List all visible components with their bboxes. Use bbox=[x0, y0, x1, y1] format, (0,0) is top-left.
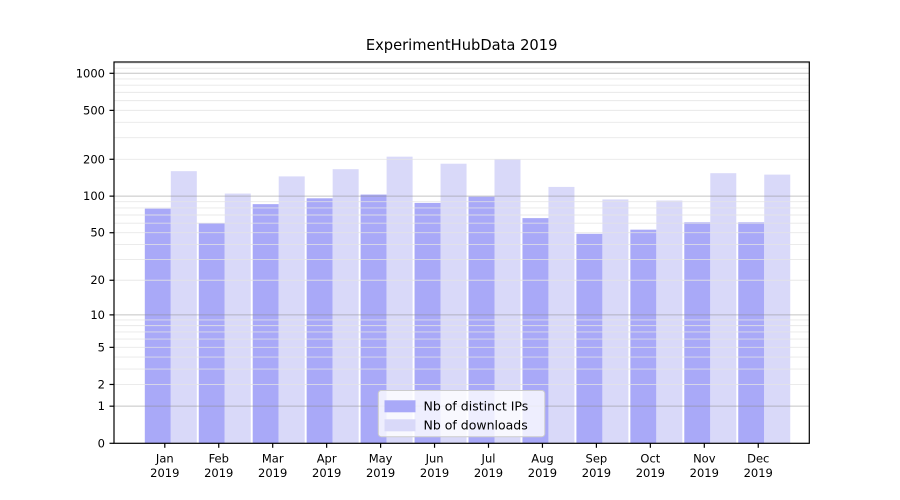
y-axis-tick-label: 20 bbox=[90, 273, 105, 287]
x-axis-tick-label-year: 2019 bbox=[312, 466, 341, 480]
bar-distinct-ips bbox=[198, 223, 225, 444]
x-axis-tick-label-year: 2019 bbox=[150, 466, 179, 480]
legend: Nb of distinct IPs Nb of downloads bbox=[377, 390, 546, 438]
y-axis-tick-label: 50 bbox=[90, 226, 105, 240]
y-axis-tick-label: 100 bbox=[83, 189, 105, 203]
x-axis-tick-label-month: Jun bbox=[425, 451, 444, 465]
x-axis-tick-label-year: 2019 bbox=[744, 466, 773, 480]
x-axis-tick-label-year: 2019 bbox=[636, 466, 665, 480]
bar-distinct-ips bbox=[252, 204, 279, 444]
x-axis-tick-label-month: Mar bbox=[262, 451, 284, 465]
legend-swatch-distinct-ips bbox=[384, 400, 416, 413]
bar-distinct-ips bbox=[306, 198, 333, 444]
x-axis-tick-label-year: 2019 bbox=[528, 466, 557, 480]
y-axis-tick-label: 10 bbox=[90, 308, 105, 322]
x-axis-tick-label-month: Jul bbox=[481, 451, 496, 465]
bar-distinct-ips bbox=[630, 229, 657, 444]
plot-border bbox=[113, 61, 810, 444]
legend-label-distinct-ips: Nb of distinct IPs bbox=[424, 399, 529, 414]
bar-distinct-ips bbox=[576, 233, 603, 444]
x-axis-tick-label-year: 2019 bbox=[204, 466, 233, 480]
bar-downloads bbox=[170, 171, 197, 444]
y-axis-tick-label: 200 bbox=[83, 152, 105, 166]
legend-label-downloads: Nb of downloads bbox=[424, 418, 528, 433]
bar-downloads bbox=[764, 174, 791, 444]
legend-box bbox=[377, 390, 546, 438]
x-axis-tick-label-year: 2019 bbox=[582, 466, 611, 480]
x-axis-tick-label-month: Feb bbox=[209, 451, 229, 465]
x-axis-tick-label-month: Nov bbox=[693, 451, 716, 465]
bar-downloads bbox=[332, 169, 359, 444]
x-axis-tick-label-month: Dec bbox=[747, 451, 769, 465]
bar-downloads bbox=[278, 176, 305, 444]
x-axis-tick-label-year: 2019 bbox=[690, 466, 719, 480]
x-axis-tick-label-year: 2019 bbox=[366, 466, 395, 480]
x-axis-tick-label-month: Jan bbox=[155, 451, 174, 465]
x-axis-tick-label-month: Apr bbox=[317, 451, 337, 465]
x-axis-tick-label-year: 2019 bbox=[474, 466, 503, 480]
x-axis-tick-label-month: Oct bbox=[640, 451, 660, 465]
y-axis-tick-label: 500 bbox=[83, 103, 105, 117]
bar-downloads bbox=[656, 200, 683, 444]
x-axis-tick-label-month: Aug bbox=[531, 451, 553, 465]
bar-downloads bbox=[710, 173, 737, 444]
y-axis-tick-label: 1 bbox=[98, 399, 105, 413]
x-axis-tick-label-year: 2019 bbox=[258, 466, 287, 480]
y-axis-tick-label: 5 bbox=[98, 340, 105, 354]
bar-downloads bbox=[224, 193, 251, 444]
x-axis-tick-label-month: Sep bbox=[586, 451, 608, 465]
bar-distinct-ips bbox=[684, 222, 711, 444]
bar-distinct-ips bbox=[738, 222, 765, 444]
y-axis-tick-label: 2 bbox=[98, 377, 105, 391]
x-axis-tick-label-month: May bbox=[369, 451, 393, 465]
y-axis-tick-label: 1000 bbox=[76, 66, 105, 80]
chart-title: ExperimentHubData 2019 bbox=[366, 37, 558, 54]
bar-downloads bbox=[602, 199, 629, 444]
legend-swatch-downloads bbox=[384, 419, 416, 432]
y-axis-tick-label: 0 bbox=[98, 436, 105, 450]
x-axis-tick-label-year: 2019 bbox=[420, 466, 449, 480]
